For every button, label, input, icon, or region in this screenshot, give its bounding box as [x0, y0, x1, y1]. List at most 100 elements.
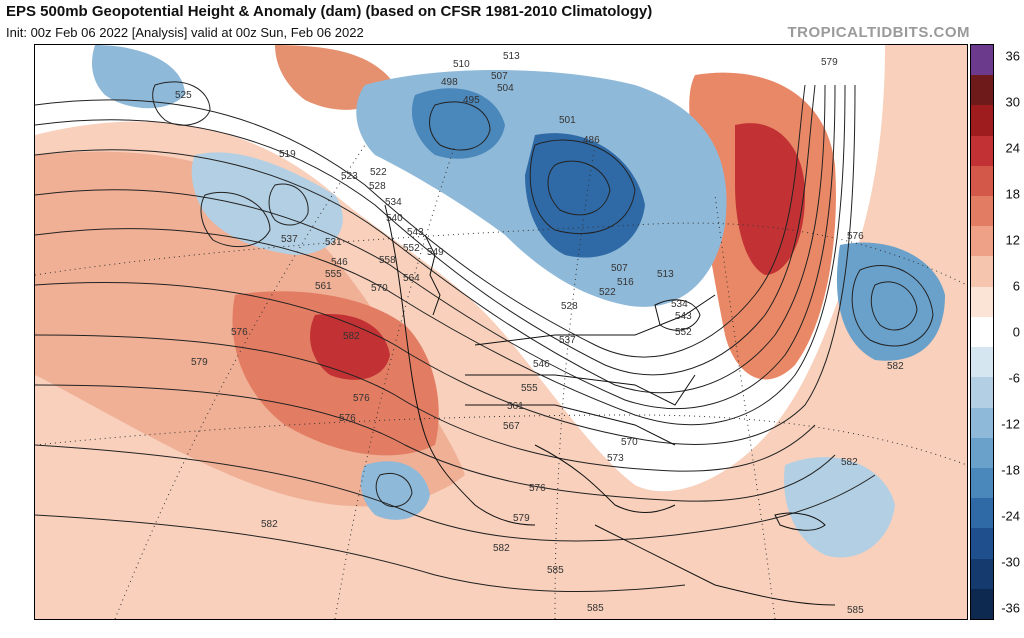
graticule — [35, 144, 967, 619]
negative-anomaly-fields — [92, 45, 945, 558]
colorbar-tick-label: -6 — [1008, 370, 1020, 386]
contour-label: 534 — [385, 197, 402, 208]
contour-label: 507 — [611, 263, 628, 274]
contour-label: 531 — [325, 237, 342, 248]
contour-label: 510 — [453, 59, 470, 70]
anomaly-core-hudson — [525, 133, 645, 258]
colorbar-segment — [971, 135, 993, 167]
contour-label: 543 — [675, 311, 692, 322]
colorbar-segment — [971, 165, 993, 197]
colorbar-segment — [971, 256, 993, 288]
colorbar-segment — [971, 347, 993, 378]
colorbar-segment — [971, 588, 993, 620]
colorbar-segment — [971, 377, 993, 409]
colorbar-tick-label: 36 — [1005, 48, 1020, 64]
contour-label: 582 — [841, 457, 858, 468]
contour-label: 501 — [559, 115, 576, 126]
colorbar-segment — [971, 316, 993, 348]
colorbar-tick-label: 30 — [1005, 94, 1020, 110]
colorbar-tick-label: -12 — [1001, 416, 1020, 432]
contour-label: 582 — [261, 519, 278, 530]
contour-label: 523 — [341, 171, 358, 182]
contour-label: 534 — [671, 299, 688, 310]
contour-label: 522 — [370, 167, 387, 178]
colorbar-segment — [971, 467, 993, 499]
contour-label: 570 — [371, 283, 388, 294]
colorbar-tick-label: -24 — [1001, 508, 1020, 524]
anomaly-colorbar — [970, 44, 994, 620]
contour-label: 573 — [607, 453, 624, 464]
contour-label: 555 — [521, 383, 538, 394]
contour-label: 561 — [315, 281, 332, 292]
colorbar-tick-label: 6 — [1012, 278, 1020, 294]
colorbar-segment — [971, 498, 993, 529]
contour-label: 546 — [331, 257, 348, 268]
contour-label: 537 — [281, 234, 298, 245]
contour-label: 513 — [657, 269, 674, 280]
colorbar-tick-label: -18 — [1001, 462, 1020, 478]
contour-label: 540 — [386, 213, 403, 224]
contour-label: 564 — [403, 273, 420, 284]
contour-label: 579 — [513, 513, 530, 524]
init-valid-subtitle: Init: 00z Feb 06 2022 [Analysis] valid a… — [6, 25, 364, 40]
map-canvas: 525 519 523 528 522 534 537 531 540 543 … — [35, 45, 967, 619]
colorbar-segment — [971, 286, 993, 318]
contour-label: 576 — [231, 327, 248, 338]
contour-label: 525 — [175, 90, 192, 101]
contour-label: 585 — [547, 565, 564, 576]
colorbar-tick-label: 18 — [1005, 186, 1020, 202]
anomaly-core-west-coast — [310, 314, 390, 380]
contour-label: 552 — [675, 327, 692, 338]
contour-label: 486 — [583, 135, 600, 146]
colorbar-tick-label: -30 — [1001, 554, 1020, 570]
colorbar-tick-label: 24 — [1005, 140, 1020, 156]
contour-label: 549 — [427, 247, 444, 258]
contour-label: 522 — [599, 287, 616, 298]
anomaly-fill-bering — [191, 152, 343, 255]
contour-label: 576 — [339, 413, 356, 424]
colorbar-segment — [971, 437, 993, 469]
contour-label: 495 — [463, 95, 480, 106]
contour-label: 516 — [617, 277, 634, 288]
colorbar-segment — [971, 558, 993, 590]
contour-label: 570 — [621, 437, 638, 448]
colorbar-segment — [971, 528, 993, 560]
contour-label: 537 — [559, 335, 576, 346]
contour-label: 585 — [847, 605, 864, 616]
contour-label: 582 — [493, 543, 510, 554]
colorbar-tick-label: -36 — [1001, 600, 1020, 616]
contour-label: 507 — [491, 71, 508, 82]
contour-label: 528 — [561, 301, 578, 312]
contour-label: 579 — [191, 357, 208, 368]
contour-label: 546 — [533, 359, 550, 370]
colorbar-segment — [971, 45, 993, 76]
contour-labels: 525 519 523 528 522 534 537 531 540 543 … — [175, 51, 904, 616]
anomaly-fill-siberia — [92, 45, 185, 109]
anomaly-low-mexico — [360, 461, 430, 520]
colorbar-segment — [971, 196, 993, 227]
contour-label: 576 — [847, 231, 864, 242]
chart-title: EPS 500mb Geopotential Height & Anomaly … — [6, 3, 653, 20]
anomaly-low-atlantic — [836, 242, 945, 361]
anomaly-core-arctic — [411, 88, 505, 159]
contour-label: 576 — [353, 393, 370, 404]
coastlines — [384, 204, 836, 606]
contour-label: 519 — [279, 149, 296, 160]
contour-label: 567 — [503, 421, 520, 432]
site-watermark: TROPICALTIDBITS.COM — [787, 24, 970, 41]
colorbar-segment — [971, 105, 993, 137]
anomaly-map: 525 519 523 528 522 534 537 531 540 543 … — [34, 44, 968, 620]
contour-label: 558 — [379, 255, 396, 266]
contour-label: 582 — [887, 361, 904, 372]
contour-label: 561 — [507, 401, 524, 412]
contour-label: 513 — [503, 51, 520, 62]
contour-label: 498 — [441, 77, 458, 88]
anomaly-fill-east-atlantic — [895, 112, 967, 245]
anomaly-fill-caribbean — [784, 457, 895, 558]
contour-label: 504 — [497, 83, 514, 94]
contour-label: 576 — [529, 483, 546, 494]
contour-label: 585 — [587, 603, 604, 614]
colorbar-labels: 36 30 24 18 12 6 0 -6 -12 -18 -24 -30 -36 — [996, 44, 1024, 618]
colorbar-segment — [971, 75, 993, 106]
anomaly-core-atlantic — [735, 123, 805, 275]
